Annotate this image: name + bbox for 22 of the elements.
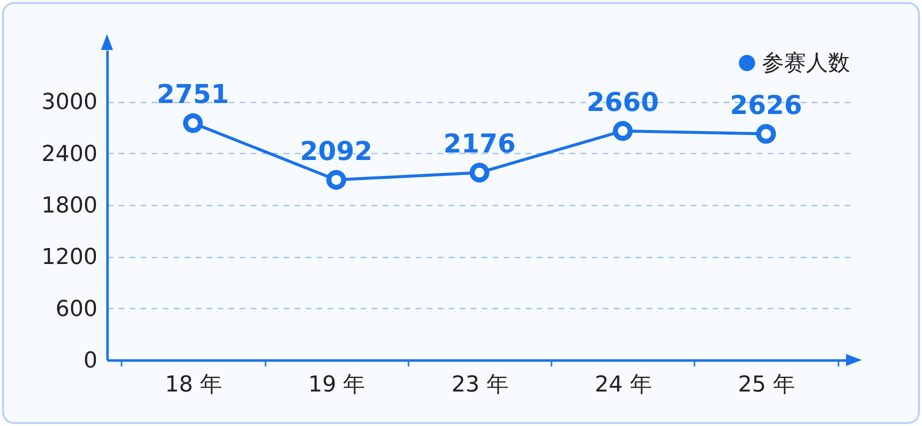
y-tick-label: 2400 [42, 142, 98, 167]
x-tick-label: 18 年 [164, 372, 222, 398]
x-tick-label: 19 年 [308, 372, 366, 398]
data-label: 2626 [730, 90, 802, 121]
x-tick-label: 23 年 [452, 372, 508, 398]
y-tick-label: 1200 [42, 245, 98, 270]
point [183, 113, 203, 134]
x-tick-label: 25 年 [738, 372, 796, 398]
y-tick-label: 1800 [42, 194, 98, 218]
y-tick-label: 3000 [42, 90, 98, 116]
legend-label: 参赛人数 [762, 51, 850, 76]
point [470, 162, 490, 183]
data-label: 2660 [586, 88, 659, 118]
data-label: 2176 [443, 130, 516, 160]
point [612, 121, 633, 141]
data-label: 2092 [300, 136, 372, 167]
y-tick-label: 600 [56, 296, 98, 322]
point [756, 124, 776, 144]
point [326, 170, 346, 190]
data-label: 2751 [156, 80, 230, 110]
x-tick-label: 24 年 [594, 372, 652, 398]
y-tick-label: 0 [84, 348, 98, 374]
